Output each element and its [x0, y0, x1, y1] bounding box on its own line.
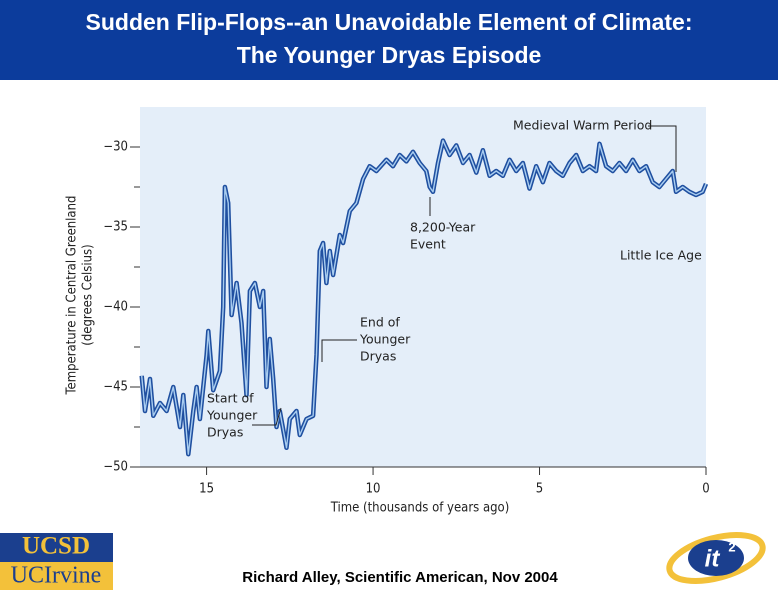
y-tick-label: −35 — [103, 220, 128, 235]
annotation: Younger — [359, 332, 411, 347]
it2-logo-ring — [666, 532, 766, 584]
y-tick-label: −40 — [103, 300, 128, 315]
annotation: 8,200-Year — [410, 220, 476, 235]
x-tick-label: 10 — [366, 482, 381, 497]
slide-title: The Younger Dryas Episode — [237, 42, 542, 68]
y-tick-label: −45 — [103, 380, 128, 395]
credit: Richard Alley, Scientific American, Nov … — [242, 569, 558, 586]
series-line-highlight — [141, 139, 707, 455]
x-tick-label: 0 — [702, 482, 709, 497]
y-axis-label: (degrees Celsius) — [81, 244, 96, 345]
annotation: Dryas — [360, 349, 396, 364]
it2-logo-text: it — [705, 545, 721, 572]
annotation: Event — [410, 237, 446, 252]
y-axis-label: Temperature in Central Greenland — [65, 196, 80, 396]
slide-title: Sudden Flip-Flops--an Unavoidable Elemen… — [86, 9, 693, 35]
x-axis-label: Time (thousands of years ago) — [330, 501, 510, 516]
annotation: Younger — [206, 408, 258, 423]
annotation: End of — [360, 315, 400, 330]
y-tick-label: −50 — [103, 460, 128, 475]
x-tick-label: 5 — [536, 482, 543, 497]
annotation-leader — [252, 407, 282, 426]
title-band — [0, 0, 778, 80]
annotation-leader — [321, 339, 357, 362]
annotation: Dryas — [207, 425, 243, 440]
ucsd-logo — [0, 533, 113, 562]
x-tick-label: 15 — [199, 482, 214, 497]
uci-logo-text: UCIrvine — [11, 563, 102, 589]
annotation: Little Ice Age — [620, 248, 702, 263]
it2-logo — [688, 540, 744, 576]
y-tick-label: −30 — [103, 140, 128, 155]
ucsd-logo-text: UCSD — [22, 533, 90, 560]
annotation: Start of — [207, 391, 254, 406]
it2-logo-sup: 2 — [728, 539, 735, 554]
annotation-leader — [648, 125, 677, 172]
annotation: Medieval Warm Period — [513, 118, 652, 133]
uci-logo — [0, 562, 113, 590]
